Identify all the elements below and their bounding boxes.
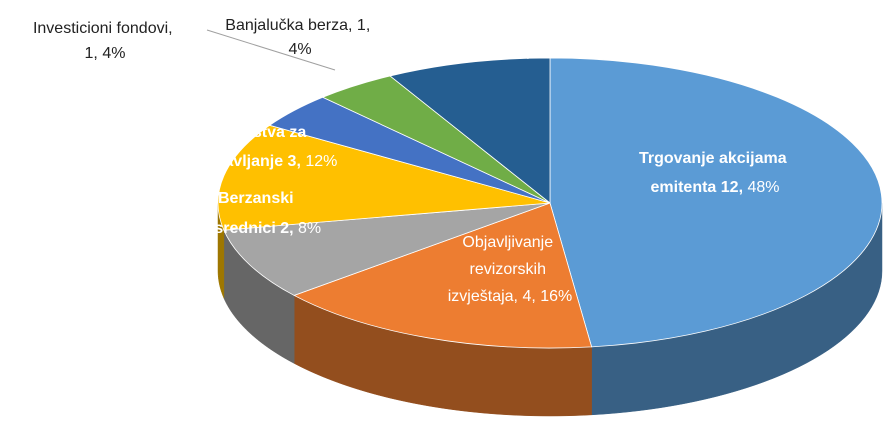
label-part: 3, bbox=[288, 153, 306, 170]
data-label: Investicioni fondovi, 1, 4% bbox=[33, 20, 177, 62]
data-label: Banjalučka berza, 1, 4% bbox=[225, 17, 374, 58]
label-part: 48% bbox=[747, 179, 779, 196]
label-part: 1, bbox=[357, 17, 375, 34]
label-part: 8% bbox=[298, 220, 321, 237]
label-part: upravljanje bbox=[199, 153, 288, 170]
label-part: Berzanski bbox=[218, 190, 298, 207]
label-part: Društva bbox=[225, 124, 289, 141]
data-label: Investitori 2, 8% bbox=[436, 44, 558, 61]
label-part: 4% bbox=[102, 45, 125, 62]
label-part: posrednici bbox=[195, 220, 280, 237]
label-part: 12% bbox=[305, 153, 337, 170]
label-part: Investicioni bbox=[33, 20, 117, 37]
label-part: 4% bbox=[288, 41, 311, 58]
label-part: 16% bbox=[540, 288, 572, 305]
label-part: izvještaja, bbox=[448, 288, 523, 305]
label-part: akcijama bbox=[719, 150, 791, 167]
slice bbox=[217, 124, 551, 231]
label-part: 8% bbox=[535, 44, 558, 61]
label-part: emitenta bbox=[651, 179, 721, 196]
slice bbox=[389, 57, 551, 204]
leader-line bbox=[206, 29, 336, 71]
label-part: berza, bbox=[308, 17, 357, 34]
data-label: Berzanski posrednici 2, 8% bbox=[195, 190, 321, 237]
label-part: 2, bbox=[280, 220, 298, 237]
sides bbox=[217, 202, 883, 417]
data-label: Objavljivanje revizorskih izvještaja, 4,… bbox=[448, 234, 573, 305]
data-label: Društva za upravljanje 3, 12% bbox=[199, 124, 338, 170]
slice bbox=[223, 202, 551, 296]
label-part: fondovi, bbox=[117, 20, 177, 37]
label-part: Banjalučka bbox=[225, 17, 308, 34]
label-part: Objavljivanje bbox=[462, 234, 557, 251]
label-part: 12, bbox=[721, 179, 748, 196]
label-part: Investitori bbox=[436, 44, 517, 61]
label-part: Trgovanje bbox=[639, 150, 719, 167]
slice bbox=[293, 202, 593, 349]
label-part: 1, bbox=[85, 45, 103, 62]
label-part: revizorskih bbox=[470, 261, 551, 278]
label-part: 4, bbox=[522, 288, 540, 305]
tops bbox=[217, 57, 883, 349]
data-label: Trgovanje akcijama emitenta 12, 48% bbox=[639, 150, 791, 196]
label-part: za bbox=[289, 124, 310, 141]
slice bbox=[549, 57, 883, 348]
label-part: 2, bbox=[517, 44, 535, 61]
